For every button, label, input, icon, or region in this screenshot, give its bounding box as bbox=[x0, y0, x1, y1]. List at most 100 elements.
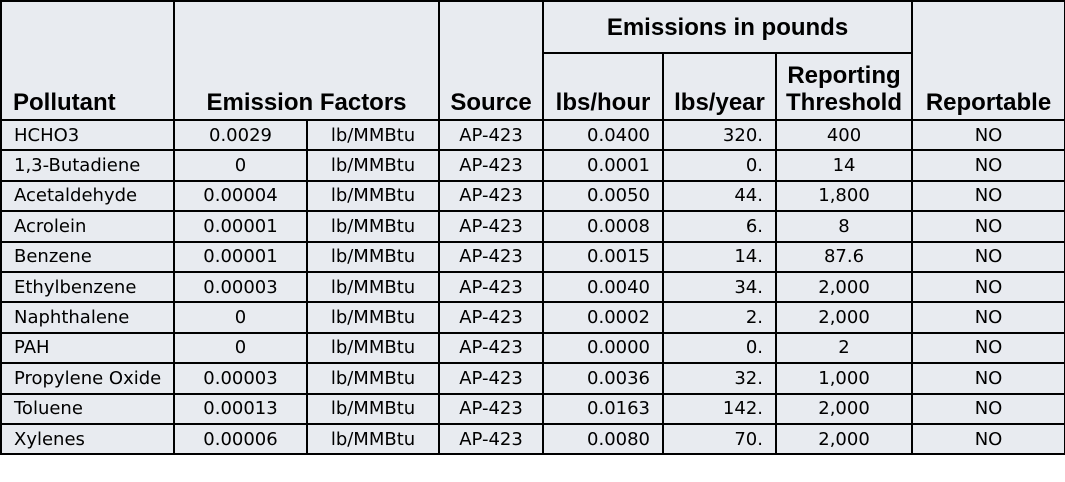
header-row-group: Emissions in pounds bbox=[0, 0, 1065, 54]
cell-lbs-year: 14. bbox=[662, 240, 777, 273]
cell-factor-unit: lb/MMBtu bbox=[306, 422, 440, 456]
cell-source: AP-423 bbox=[438, 362, 544, 395]
cell-reportable: NO bbox=[911, 179, 1065, 213]
cell-reporting-threshold: 1,000 bbox=[774, 362, 914, 395]
cell-lbs-hour: 0.0080 bbox=[542, 422, 664, 456]
cell-reportable: NO bbox=[911, 240, 1065, 273]
cell-reportable: NO bbox=[911, 210, 1065, 243]
table-row: Acrolein 0.00001 lb/MMBtu AP-423 0.0008 6. 8 NO bbox=[0, 210, 1065, 243]
cell-lbs-hour: 0.0036 bbox=[542, 362, 664, 395]
cell-reporting-threshold: 2,000 bbox=[774, 270, 914, 304]
cell-lbs-year: 142. bbox=[662, 392, 777, 425]
cell-lbs-year: 320. bbox=[662, 118, 777, 152]
cell-emission-factor: 0.00001 bbox=[173, 210, 308, 243]
cell-reporting-threshold: 8 bbox=[774, 210, 914, 243]
cell-reporting-threshold: 2 bbox=[774, 331, 914, 365]
cell-reportable: NO bbox=[911, 331, 1065, 365]
cell-pollutant: 1,3-Butadiene bbox=[0, 149, 175, 182]
cell-factor-unit: lb/MMBtu bbox=[306, 240, 440, 273]
cell-emission-factor: 0.00004 bbox=[173, 179, 308, 213]
header-blank-pollutant bbox=[0, 0, 175, 53]
cell-pollutant: PAH bbox=[0, 331, 175, 365]
table-row: Toluene 0.00013 lb/MMBtu AP-423 0.0163 142. 2,… bbox=[0, 392, 1065, 425]
cell-source: AP-423 bbox=[438, 179, 544, 213]
cell-reportable: NO bbox=[911, 422, 1065, 456]
cell-factor-unit: lb/MMBtu bbox=[306, 149, 440, 182]
cell-lbs-year: 6. bbox=[662, 210, 777, 243]
cell-pollutant: HCHO3 bbox=[0, 118, 175, 152]
cell-lbs-hour: 0.0050 bbox=[542, 179, 664, 213]
cell-reportable: NO bbox=[911, 362, 1065, 395]
cell-lbs-year: 44. bbox=[662, 179, 777, 213]
header-reportable: Reportable bbox=[911, 53, 1065, 121]
cell-lbs-year: 0. bbox=[662, 331, 777, 365]
cell-source: AP-423 bbox=[438, 210, 544, 243]
cell-reporting-threshold: 400 bbox=[774, 118, 914, 152]
cell-factor-unit: lb/MMBtu bbox=[306, 179, 440, 213]
cell-factor-unit: lb/MMBtu bbox=[306, 362, 440, 395]
cell-emission-factor: 0.00003 bbox=[173, 270, 308, 304]
header-reporting-threshold-line1: Reporting bbox=[787, 62, 901, 89]
header-reporting-threshold-line2: Threshold bbox=[786, 89, 903, 116]
cell-pollutant: Benzene bbox=[0, 240, 175, 273]
cell-reporting-threshold: 2,000 bbox=[774, 392, 914, 425]
cell-lbs-hour: 0.0008 bbox=[542, 210, 664, 243]
cell-source: AP-423 bbox=[438, 331, 544, 365]
header-lbs-year: lbs/year bbox=[662, 52, 777, 121]
cell-pollutant: Propylene Oxide bbox=[0, 362, 175, 395]
emissions-table: Emissions in pounds Pollutant Emission F… bbox=[0, 0, 1065, 456]
cell-source: AP-423 bbox=[438, 118, 544, 152]
cell-reporting-threshold: 2,000 bbox=[774, 301, 914, 334]
cell-lbs-year: 32. bbox=[662, 362, 777, 395]
cell-lbs-hour: 0.0000 bbox=[542, 331, 664, 365]
cell-source: AP-423 bbox=[438, 422, 544, 456]
cell-lbs-year: 70. bbox=[662, 422, 777, 456]
cell-reportable: NO bbox=[911, 270, 1065, 304]
cell-factor-unit: lb/MMBtu bbox=[306, 118, 440, 152]
cell-emission-factor: 0.0029 bbox=[173, 118, 308, 152]
cell-reportable: NO bbox=[911, 301, 1065, 334]
cell-emission-factor: 0.00006 bbox=[173, 422, 308, 456]
cell-pollutant: Ethylbenzene bbox=[0, 270, 175, 304]
cell-source: AP-423 bbox=[438, 149, 544, 182]
cell-emission-factor: 0.00001 bbox=[173, 240, 308, 273]
cell-lbs-hour: 0.0015 bbox=[542, 240, 664, 273]
cell-lbs-hour: 0.0040 bbox=[542, 270, 664, 304]
header-pollutant: Pollutant bbox=[0, 53, 175, 121]
cell-factor-unit: lb/MMBtu bbox=[306, 301, 440, 334]
table-row: 1,3-Butadiene 0 lb/MMBtu AP-423 0.0001 0. 14 NO bbox=[0, 149, 1065, 182]
header-reporting-threshold: Reporting Threshold bbox=[774, 52, 914, 121]
cell-lbs-hour: 0.0001 bbox=[542, 149, 664, 182]
cell-pollutant: Xylenes bbox=[0, 422, 175, 456]
cell-lbs-hour: 0.0163 bbox=[542, 392, 664, 425]
cell-pollutant: Acetaldehyde bbox=[0, 179, 175, 213]
table-row: Benzene 0.00001 lb/MMBtu AP-423 0.0015 14. 87.… bbox=[0, 240, 1065, 273]
table-body: HCHO3 0.0029 lb/MMBtu AP-423 0.0400 320. 400 NO… bbox=[0, 118, 1065, 456]
cell-emission-factor: 0 bbox=[173, 149, 308, 182]
header-blank-reportable bbox=[911, 0, 1065, 53]
cell-factor-unit: lb/MMBtu bbox=[306, 331, 440, 365]
cell-source: AP-423 bbox=[438, 392, 544, 425]
header-blank-factors bbox=[173, 0, 440, 53]
cell-reportable: NO bbox=[911, 149, 1065, 182]
table-row: Naphthalene 0 lb/MMBtu AP-423 0.0002 2. 2,000 N… bbox=[0, 301, 1065, 334]
cell-factor-unit: lb/MMBtu bbox=[306, 210, 440, 243]
cell-factor-unit: lb/MMBtu bbox=[306, 392, 440, 425]
header-blank-source bbox=[438, 0, 544, 53]
cell-emission-factor: 0.00013 bbox=[173, 392, 308, 425]
cell-pollutant: Naphthalene bbox=[0, 301, 175, 334]
cell-reportable: NO bbox=[911, 392, 1065, 425]
cell-lbs-year: 2. bbox=[662, 301, 777, 334]
cell-source: AP-423 bbox=[438, 240, 544, 273]
table-row: Acetaldehyde 0.00004 lb/MMBtu AP-423 0.0050 4… bbox=[0, 179, 1065, 213]
cell-reportable: NO bbox=[911, 118, 1065, 152]
cell-reporting-threshold: 14 bbox=[774, 149, 914, 182]
header-row-columns: Pollutant Emission Factors Source lbs/ho… bbox=[0, 52, 1065, 121]
cell-reporting-threshold: 87.6 bbox=[774, 240, 914, 273]
cell-reporting-threshold: 1,800 bbox=[774, 179, 914, 213]
cell-lbs-year: 34. bbox=[662, 270, 777, 304]
table-header: Emissions in pounds Pollutant Emission F… bbox=[0, 0, 1065, 121]
cell-pollutant: Acrolein bbox=[0, 210, 175, 243]
cell-reporting-threshold: 2,000 bbox=[774, 422, 914, 456]
cell-source: AP-423 bbox=[438, 270, 544, 304]
